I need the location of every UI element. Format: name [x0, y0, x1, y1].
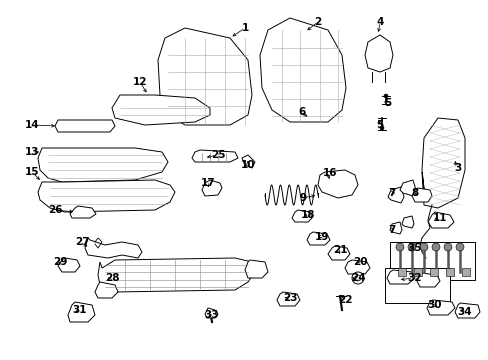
- Bar: [389, 242, 474, 280]
- Polygon shape: [364, 35, 392, 72]
- Text: 11: 11: [432, 213, 447, 223]
- Text: 1: 1: [241, 23, 248, 33]
- Polygon shape: [98, 258, 254, 292]
- Circle shape: [395, 243, 403, 251]
- Circle shape: [443, 243, 451, 251]
- Polygon shape: [112, 95, 209, 125]
- Circle shape: [379, 126, 383, 130]
- Text: 25: 25: [210, 150, 225, 160]
- Text: 7: 7: [387, 225, 395, 235]
- Text: 7: 7: [387, 188, 395, 198]
- Text: 17: 17: [200, 178, 215, 188]
- Polygon shape: [454, 303, 479, 318]
- Polygon shape: [85, 238, 142, 258]
- Circle shape: [351, 272, 363, 284]
- Text: 21: 21: [332, 245, 346, 255]
- Circle shape: [419, 243, 427, 251]
- Text: 18: 18: [300, 210, 315, 220]
- Text: 13: 13: [25, 147, 39, 157]
- Polygon shape: [401, 216, 413, 228]
- Bar: [413, 268, 421, 276]
- Polygon shape: [389, 222, 401, 234]
- Polygon shape: [202, 180, 222, 196]
- Text: 6: 6: [298, 107, 305, 117]
- Text: 29: 29: [53, 257, 67, 267]
- Circle shape: [407, 243, 415, 251]
- Polygon shape: [411, 188, 431, 202]
- Polygon shape: [55, 120, 115, 132]
- Polygon shape: [426, 300, 454, 315]
- Text: 33: 33: [204, 310, 219, 320]
- Bar: [461, 268, 469, 276]
- Text: 19: 19: [314, 232, 328, 242]
- Polygon shape: [204, 308, 218, 318]
- Bar: [397, 268, 405, 276]
- Text: 26: 26: [48, 205, 62, 215]
- Polygon shape: [58, 258, 80, 272]
- Polygon shape: [327, 246, 349, 260]
- Text: 12: 12: [132, 77, 147, 87]
- Text: 9: 9: [299, 193, 306, 203]
- Polygon shape: [38, 180, 175, 212]
- Text: 16: 16: [322, 168, 337, 178]
- Circle shape: [383, 94, 387, 98]
- Polygon shape: [317, 170, 357, 198]
- Text: 32: 32: [407, 273, 421, 283]
- Text: 15: 15: [25, 167, 39, 177]
- Polygon shape: [345, 260, 369, 274]
- Text: 2: 2: [314, 17, 321, 27]
- Text: 22: 22: [337, 295, 351, 305]
- Polygon shape: [70, 206, 96, 218]
- Text: 4: 4: [376, 17, 383, 27]
- Polygon shape: [38, 148, 168, 182]
- Polygon shape: [291, 210, 311, 222]
- Bar: [384, 268, 449, 303]
- Text: 10: 10: [240, 160, 255, 170]
- Text: 28: 28: [104, 273, 119, 283]
- Polygon shape: [386, 270, 414, 284]
- Text: 30: 30: [427, 300, 441, 310]
- Polygon shape: [276, 292, 299, 306]
- Polygon shape: [387, 187, 403, 203]
- Text: 14: 14: [24, 120, 39, 130]
- Circle shape: [455, 243, 463, 251]
- Polygon shape: [244, 260, 267, 278]
- Polygon shape: [260, 18, 346, 122]
- Polygon shape: [158, 28, 251, 125]
- Circle shape: [431, 243, 439, 251]
- Polygon shape: [421, 118, 464, 208]
- Polygon shape: [68, 302, 95, 322]
- Text: 20: 20: [352, 257, 366, 267]
- Text: 5: 5: [376, 120, 383, 130]
- Bar: [429, 268, 437, 276]
- Polygon shape: [427, 212, 453, 228]
- Polygon shape: [306, 232, 329, 245]
- Bar: [445, 268, 453, 276]
- Text: 3: 3: [453, 163, 461, 173]
- Text: 35: 35: [407, 243, 421, 253]
- Text: 27: 27: [75, 237, 89, 247]
- Text: 8: 8: [410, 188, 418, 198]
- Text: 23: 23: [282, 293, 297, 303]
- Polygon shape: [95, 282, 118, 298]
- Polygon shape: [192, 150, 238, 162]
- Polygon shape: [399, 180, 415, 196]
- Text: 34: 34: [457, 307, 471, 317]
- Polygon shape: [416, 273, 439, 287]
- Polygon shape: [242, 155, 254, 168]
- Text: 24: 24: [350, 273, 365, 283]
- Text: 5: 5: [384, 98, 391, 108]
- Circle shape: [354, 275, 360, 281]
- Text: 31: 31: [73, 305, 87, 315]
